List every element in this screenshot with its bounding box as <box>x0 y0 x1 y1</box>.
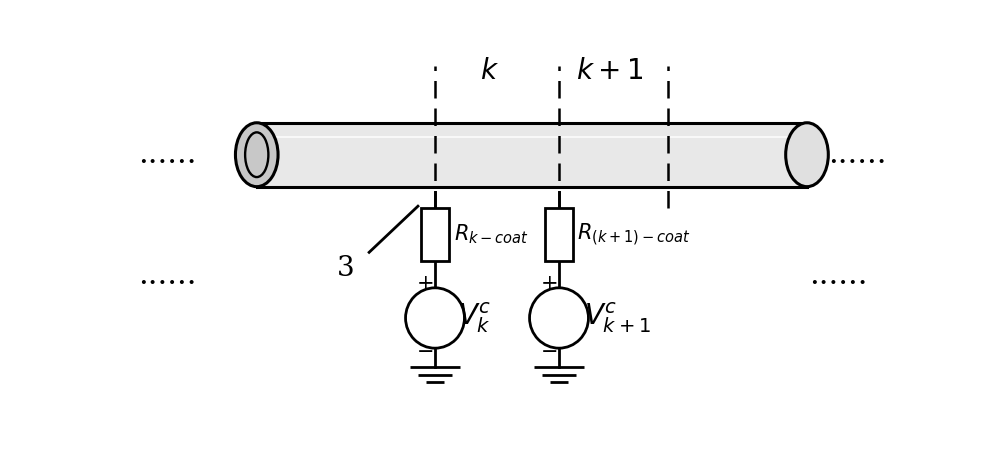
Text: −: − <box>417 343 434 362</box>
Ellipse shape <box>406 288 464 348</box>
Text: −: − <box>541 343 558 362</box>
Bar <box>257 123 807 187</box>
Ellipse shape <box>786 123 828 187</box>
Text: ......: ...... <box>138 139 197 170</box>
Text: $R_{(k+1)-coat}$: $R_{(k+1)-coat}$ <box>577 221 690 248</box>
Bar <box>545 208 573 261</box>
Text: 3: 3 <box>337 255 355 282</box>
Text: +: + <box>541 274 559 293</box>
Text: $k$: $k$ <box>480 58 499 85</box>
Text: $V_{k+1}^c$: $V_{k+1}^c$ <box>584 301 651 335</box>
Text: ......: ...... <box>809 260 867 291</box>
Text: ......: ...... <box>828 139 887 170</box>
Text: $k+1$: $k+1$ <box>576 58 643 85</box>
Text: +: + <box>417 274 435 293</box>
Bar <box>421 208 449 261</box>
Ellipse shape <box>530 288 588 348</box>
Text: ......: ...... <box>138 260 197 291</box>
Text: $V_k^c$: $V_k^c$ <box>458 301 492 335</box>
Text: $R_{k-coat}$: $R_{k-coat}$ <box>454 223 529 246</box>
Ellipse shape <box>235 123 278 187</box>
